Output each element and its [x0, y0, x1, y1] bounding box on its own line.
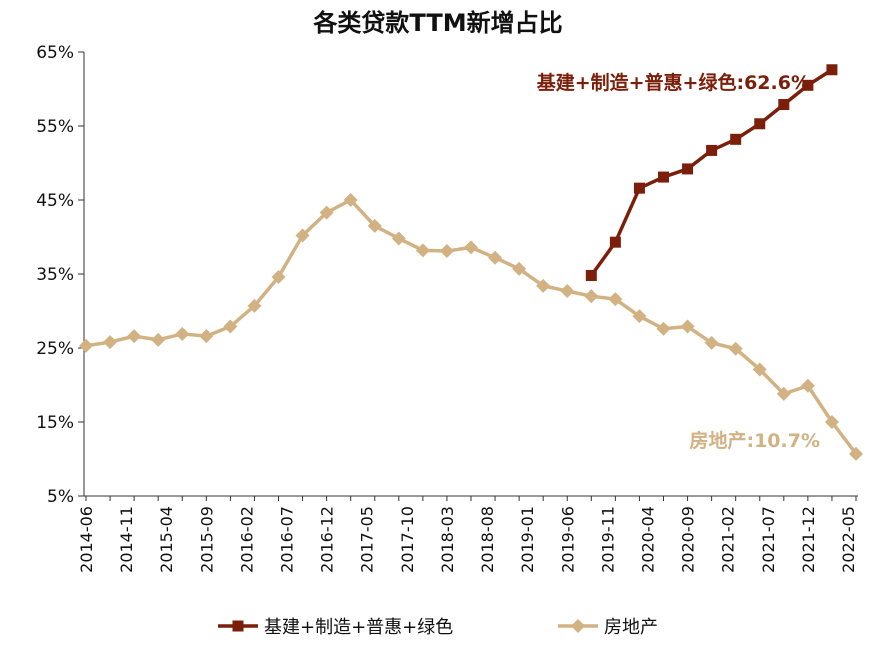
legend-label: 房地产 — [604, 617, 658, 638]
x-tick-label: 2018-03 — [438, 506, 457, 573]
data-point — [391, 231, 406, 246]
data-point — [826, 64, 838, 76]
data-point — [849, 446, 863, 461]
x-tick-label: 2019-01 — [518, 506, 537, 573]
series-line — [589, 68, 833, 277]
x-tick-label: 2018-08 — [478, 506, 497, 573]
x-tick-label: 2020-09 — [679, 506, 698, 573]
x-tick-label: 2014-11 — [117, 506, 136, 573]
data-point — [584, 289, 599, 304]
data-point — [415, 243, 430, 258]
data-point — [79, 338, 93, 353]
y-tick-label: 25% — [36, 339, 74, 359]
series-infrastructure — [585, 64, 838, 281]
x-tick-label: 2020-04 — [638, 506, 657, 573]
x-tick-label: 2017-05 — [358, 506, 377, 573]
x-tick-label: 2016-07 — [278, 506, 297, 573]
data-point — [175, 326, 190, 341]
x-tick-label: 2016-12 — [318, 506, 337, 573]
data-point — [680, 319, 695, 334]
legend: 基建+制造+普惠+绿色 房地产 — [218, 617, 658, 638]
data-point — [682, 163, 694, 175]
series-real-estate — [79, 193, 863, 461]
y-tick-label: 55% — [36, 117, 74, 137]
data-point — [151, 332, 166, 347]
data-point — [439, 244, 454, 259]
y-axis-ticks: 5% 15% 25% 35% 45% 55% 65% — [36, 43, 84, 507]
legend-item: 基建+制造+普惠+绿色 — [218, 617, 453, 638]
data-point — [752, 362, 767, 377]
data-point — [802, 79, 814, 91]
data-point — [608, 292, 623, 307]
legend-item: 房地产 — [558, 617, 658, 638]
data-point — [512, 261, 527, 276]
x-tick-label: 2015-09 — [197, 506, 216, 573]
series-layer — [79, 64, 863, 461]
y-tick-label: 45% — [36, 191, 74, 211]
x-tick-label: 2022-05 — [839, 506, 858, 573]
data-point — [704, 335, 719, 350]
data-point — [656, 321, 671, 336]
x-tick-label: 2021-07 — [759, 506, 778, 573]
data-point — [824, 415, 839, 429]
data-point — [728, 341, 743, 356]
data-point — [271, 269, 286, 284]
data-point — [199, 329, 214, 344]
x-tick-label: 2021-02 — [719, 506, 738, 573]
data-point — [706, 144, 718, 156]
data-point — [343, 193, 358, 207]
data-point — [776, 386, 791, 401]
data-point — [247, 298, 262, 313]
y-tick-label: 35% — [36, 265, 74, 285]
y-tick-label: 15% — [36, 413, 74, 433]
series-line — [85, 198, 858, 455]
data-point — [754, 118, 766, 130]
x-tick-label: 2017-10 — [398, 506, 417, 573]
x-tick-label: 2021-12 — [799, 506, 818, 573]
data-point — [464, 240, 478, 255]
data-point — [730, 133, 742, 145]
data-point — [319, 205, 334, 220]
y-tick-label: 65% — [36, 43, 74, 63]
data-point — [633, 182, 645, 194]
annotations: 基建+制造+普惠+绿色:62.6% 房地产:10.7% — [536, 71, 820, 452]
data-point — [488, 250, 503, 265]
data-point — [223, 319, 238, 334]
x-tick-label: 2016-02 — [237, 506, 256, 573]
data-point — [632, 309, 647, 324]
data-point — [127, 329, 142, 344]
data-point — [800, 378, 815, 393]
legend-label: 基建+制造+普惠+绿色 — [264, 617, 453, 638]
x-tick-label: 2019-11 — [598, 506, 617, 573]
data-point — [585, 269, 597, 281]
data-point — [103, 335, 118, 350]
data-point — [609, 236, 621, 248]
end-label-infrastructure: 基建+制造+普惠+绿色:62.6% — [536, 71, 810, 94]
end-label-real-estate: 房地产:10.7% — [689, 429, 820, 452]
data-point — [536, 278, 551, 293]
chart-title: 各类贷款TTM新增占比 — [312, 9, 562, 37]
data-point — [295, 228, 310, 243]
x-tick-label: 2019-06 — [558, 506, 577, 573]
x-tick-label: 2014-06 — [77, 506, 96, 573]
data-point — [232, 620, 244, 632]
data-point — [560, 284, 575, 299]
data-point — [367, 218, 382, 233]
data-point — [778, 99, 790, 111]
x-axis-ticks: 2014-06 2014-11 2015-04 2015-09 2016-02 2016-… — [77, 496, 858, 573]
x-tick-label: 2015-04 — [157, 506, 176, 573]
data-point — [571, 619, 585, 633]
y-tick-label: 5% — [47, 487, 74, 507]
data-point — [658, 171, 669, 183]
